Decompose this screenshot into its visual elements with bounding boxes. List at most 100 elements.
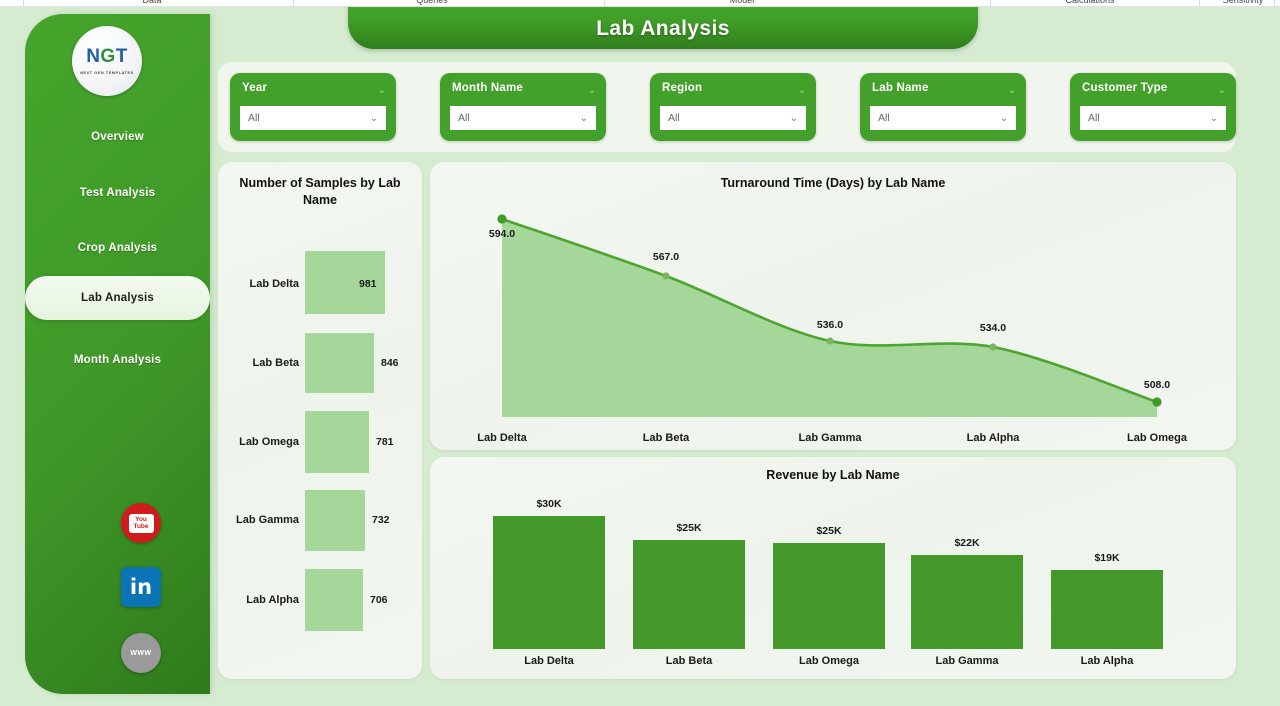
linkedin-glyph: in bbox=[129, 574, 153, 599]
revenue-category-label: Lab Alpha bbox=[1080, 655, 1134, 667]
ribbon-separator bbox=[293, 0, 294, 6]
turnaround-chart-card: Turnaround Time (Days) by Lab Name 594.0… bbox=[430, 162, 1236, 450]
website-glyph: WWW bbox=[130, 649, 152, 657]
slicer-dropdown-customer-type[interactable]: All ⌄ bbox=[1080, 106, 1226, 130]
samples-bar-value: 981 bbox=[359, 278, 377, 290]
revenue-chart-card: Revenue by Lab Name $30K $25K $25K $22K $19K… bbox=[430, 457, 1236, 679]
logo-letter-t: T bbox=[115, 46, 128, 67]
ribbon-separator bbox=[1199, 0, 1200, 6]
sidebar-item-overview[interactable]: Overview bbox=[91, 131, 144, 143]
slicer-title-customer-type: Customer Type bbox=[1082, 82, 1168, 94]
ribbon-separator bbox=[604, 0, 605, 6]
chevron-down-icon: ⌄ bbox=[789, 112, 798, 124]
turnaround-data-label: 508.0 bbox=[1143, 379, 1171, 391]
ribbon-item-sensitivity[interactable]: Sensitivity bbox=[1222, 0, 1264, 5]
turnaround-data-point[interactable] bbox=[497, 214, 507, 224]
ribbon-separator bbox=[23, 0, 24, 6]
ribbon-bar: Data Queries Model Calculations Sensitivity bbox=[0, 0, 1280, 7]
turnaround-area-fill bbox=[502, 219, 1157, 417]
samples-bar[interactable] bbox=[305, 251, 385, 314]
slicer-dropdown-year[interactable]: All ⌄ bbox=[240, 106, 386, 130]
chevron-down-icon[interactable]: ⌄ bbox=[587, 85, 596, 96]
turnaround-data-point[interactable] bbox=[662, 272, 670, 280]
website-globe-icon[interactable]: WWW bbox=[121, 633, 161, 673]
page-title: Lab Analysis bbox=[596, 17, 730, 40]
samples-bar[interactable] bbox=[305, 490, 365, 551]
logo-letter-n: N bbox=[86, 46, 101, 67]
turnaround-data-point[interactable] bbox=[1152, 397, 1162, 407]
samples-bar-value: 732 bbox=[372, 514, 390, 526]
samples-bar[interactable] bbox=[305, 569, 363, 631]
samples-bar-value: 706 bbox=[370, 594, 388, 606]
slicer-title-year: Year bbox=[242, 82, 268, 94]
slicer-value-year: All bbox=[248, 112, 260, 124]
turnaround-data-label: 534.0 bbox=[979, 322, 1007, 334]
slicer-dropdown-lab-name[interactable]: All ⌄ bbox=[870, 106, 1016, 130]
sidebar-item-lab-analysis[interactable]: Lab Analysis bbox=[25, 276, 210, 320]
samples-chart-card: Number of Samples by Lab Name Lab Delta 9… bbox=[218, 162, 422, 679]
revenue-bar-value: $25K bbox=[816, 525, 842, 537]
revenue-bar[interactable] bbox=[773, 543, 885, 649]
chevron-down-icon: ⌄ bbox=[579, 112, 588, 124]
revenue-bar-value: $25K bbox=[676, 522, 702, 534]
turnaround-data-label: 594.0 bbox=[488, 228, 516, 240]
slicer-lab-name[interactable]: Lab Name ⌄ All ⌄ bbox=[860, 73, 1026, 141]
samples-category-label: Lab Omega bbox=[239, 436, 299, 448]
ribbon-item-model[interactable]: Model bbox=[729, 0, 755, 5]
turnaround-data-point[interactable] bbox=[989, 343, 997, 351]
slicer-panel: Year ⌄ All ⌄ Month Name ⌄ All ⌄ Region ⌄ All ⌄ Lab N… bbox=[218, 62, 1236, 152]
samples-bar[interactable] bbox=[305, 411, 369, 473]
revenue-bar-value: $19K bbox=[1094, 552, 1120, 564]
sidebar: NGT NEXT GEN TEMPLATES Overview Test Anal… bbox=[25, 14, 210, 694]
sidebar-item-month-analysis[interactable]: Month Analysis bbox=[73, 354, 162, 366]
samples-bar-value: 781 bbox=[376, 436, 394, 448]
ribbon-separator bbox=[1274, 0, 1275, 6]
sidebar-item-test-analysis[interactable]: Test Analysis bbox=[79, 187, 156, 199]
chevron-down-icon: ⌄ bbox=[369, 112, 378, 124]
slicer-customer-type[interactable]: Customer Type ⌄ All ⌄ bbox=[1070, 73, 1236, 141]
youtube-icon[interactable]: You Tube bbox=[121, 503, 161, 543]
turnaround-data-point[interactable] bbox=[826, 337, 834, 345]
ngt-logo: NGT NEXT GEN TEMPLATES bbox=[72, 26, 142, 96]
sidebar-item-crop-analysis[interactable]: Crop Analysis bbox=[77, 242, 158, 254]
slicer-year[interactable]: Year ⌄ All ⌄ bbox=[230, 73, 396, 141]
revenue-bar[interactable] bbox=[911, 555, 1023, 649]
chevron-down-icon[interactable]: ⌄ bbox=[1217, 85, 1226, 96]
revenue-category-label: Lab Gamma bbox=[935, 655, 999, 667]
slicer-dropdown-month-name[interactable]: All ⌄ bbox=[450, 106, 596, 130]
logo-wordmark: NGT bbox=[86, 47, 128, 66]
youtube-glyph: You Tube bbox=[128, 513, 154, 533]
slicer-value-region: All bbox=[668, 112, 680, 124]
slicer-value-customer-type: All bbox=[1088, 112, 1100, 124]
slicer-region[interactable]: Region ⌄ All ⌄ bbox=[650, 73, 816, 141]
youtube-line1: You bbox=[135, 516, 147, 523]
turnaround-category-label: Lab Gamma bbox=[798, 432, 862, 444]
turnaround-area-plot bbox=[497, 214, 1162, 417]
page-title-banner: Lab Analysis bbox=[348, 7, 978, 49]
turnaround-category-label: Lab Beta bbox=[642, 432, 690, 444]
samples-bar[interactable] bbox=[305, 333, 374, 393]
revenue-bar-value: $22K bbox=[954, 537, 980, 549]
chevron-down-icon[interactable]: ⌄ bbox=[797, 85, 806, 96]
turnaround-category-label: Lab Alpha bbox=[966, 432, 1020, 444]
turnaround-chart-title: Turnaround Time (Days) by Lab Name bbox=[720, 176, 946, 190]
slicer-title-region: Region bbox=[662, 82, 703, 94]
chevron-down-icon[interactable]: ⌄ bbox=[1007, 85, 1016, 96]
chevron-down-icon[interactable]: ⌄ bbox=[377, 85, 386, 96]
ribbon-item-data[interactable]: Data bbox=[142, 0, 162, 5]
chevron-down-icon: ⌄ bbox=[1209, 112, 1218, 124]
ribbon-item-calculations[interactable]: Calculations bbox=[1065, 0, 1115, 5]
revenue-bar[interactable] bbox=[493, 516, 605, 649]
report-canvas: NGT NEXT GEN TEMPLATES Overview Test Anal… bbox=[0, 7, 1280, 706]
revenue-bar[interactable] bbox=[1051, 570, 1163, 649]
turnaround-data-label: 536.0 bbox=[816, 319, 844, 331]
turnaround-data-label: 567.0 bbox=[652, 251, 680, 263]
revenue-chart-title: Revenue by Lab Name bbox=[766, 468, 900, 482]
linkedin-icon[interactable]: in bbox=[121, 567, 161, 607]
youtube-line2: Tube bbox=[133, 523, 149, 530]
ribbon-item-queries[interactable]: Queries bbox=[416, 0, 448, 5]
slicer-month-name[interactable]: Month Name ⌄ All ⌄ bbox=[440, 73, 606, 141]
slicer-dropdown-region[interactable]: All ⌄ bbox=[660, 106, 806, 130]
revenue-bar[interactable] bbox=[633, 540, 745, 649]
samples-chart-title: Number of Samples by Lab Name bbox=[239, 176, 401, 207]
